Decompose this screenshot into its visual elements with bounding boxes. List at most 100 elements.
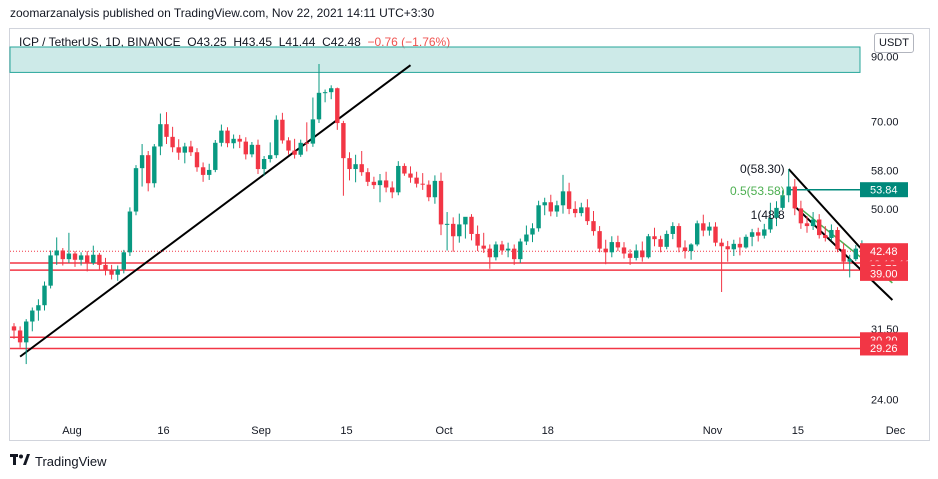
- price-label-text: 53.84: [870, 185, 898, 197]
- candle: [359, 150, 364, 176]
- footer-brand: TradingView: [10, 453, 107, 469]
- candles-group: [11, 63, 871, 365]
- candle: [127, 207, 133, 257]
- y-tick-label: 58.00: [871, 165, 899, 177]
- candle-body: [91, 254, 96, 263]
- candle: [207, 163, 212, 180]
- currency-unit-button[interactable]: USDT: [874, 33, 914, 53]
- candle: [749, 228, 755, 247]
- candle: [225, 127, 230, 148]
- candle: [792, 179, 797, 216]
- candle: [457, 213, 462, 243]
- candle-body: [158, 124, 163, 147]
- candle-body: [524, 234, 529, 242]
- candle-body: [164, 124, 169, 137]
- candle: [603, 239, 608, 265]
- candle-body: [54, 250, 59, 256]
- candle: [121, 249, 126, 274]
- candle: [573, 201, 578, 218]
- price-label-box: [860, 340, 908, 356]
- close-value: 42.48: [330, 35, 361, 49]
- candle: [597, 226, 602, 253]
- candle-body: [237, 138, 242, 142]
- open-value: 43.25: [196, 35, 227, 49]
- candle-body: [438, 180, 444, 225]
- candle-body: [725, 246, 730, 250]
- candle-body: [682, 247, 688, 252]
- candle: [390, 181, 395, 199]
- candle-body: [24, 321, 29, 343]
- price-label-text: 39.00: [870, 268, 898, 280]
- candle-body: [78, 255, 84, 260]
- chart-frame: [9, 28, 930, 441]
- x-tick-label: 16: [157, 425, 169, 437]
- candle: [402, 163, 407, 176]
- candle-body: [11, 326, 17, 331]
- candle: [658, 235, 663, 253]
- candle-body: [329, 88, 334, 93]
- candle: [414, 171, 419, 188]
- candle-body: [743, 236, 749, 248]
- candle-body: [48, 255, 53, 286]
- candle: [823, 226, 828, 242]
- candle-body: [322, 92, 328, 94]
- candle-body: [292, 150, 297, 155]
- candle: [475, 225, 480, 252]
- candle-body: [530, 228, 535, 235]
- candle: [810, 212, 816, 230]
- candle-body: [457, 224, 462, 237]
- candle: [261, 156, 267, 176]
- candle-body: [152, 146, 157, 184]
- candle: [676, 223, 682, 253]
- candle-body: [518, 241, 523, 260]
- candle: [341, 120, 346, 196]
- x-tick-label: Oct: [436, 425, 453, 437]
- candle: [304, 122, 309, 152]
- ascending-trendline: [19, 64, 412, 358]
- candle-body: [585, 207, 590, 222]
- candle-body: [774, 207, 779, 218]
- candle-body: [402, 165, 407, 174]
- candle-body: [652, 236, 657, 240]
- candle-body: [737, 243, 743, 248]
- candle: [652, 227, 657, 247]
- candle: [585, 199, 590, 225]
- candle: [609, 236, 614, 258]
- candle: [200, 162, 206, 182]
- candle-body: [353, 164, 358, 170]
- candle-body: [115, 269, 120, 275]
- candle: [152, 144, 157, 188]
- candle: [371, 176, 377, 189]
- candle-body: [109, 270, 114, 275]
- candle-body: [664, 233, 669, 247]
- candle: [512, 244, 517, 265]
- candle: [518, 238, 523, 263]
- x-tick-label: 15: [340, 425, 352, 437]
- candle: [743, 234, 749, 249]
- candle: [566, 182, 572, 215]
- candle-body: [207, 169, 212, 175]
- candle: [91, 245, 96, 265]
- candle-body: [554, 205, 560, 212]
- candle: [688, 243, 694, 260]
- candle-body: [835, 229, 840, 250]
- candle: [17, 326, 23, 348]
- candle: [762, 223, 767, 239]
- candle: [219, 124, 224, 147]
- candle-body: [768, 217, 773, 230]
- candle-body: [365, 172, 370, 182]
- candle: [768, 202, 773, 233]
- close-label: C: [322, 35, 331, 49]
- candle: [310, 97, 316, 147]
- candle: [182, 142, 187, 164]
- candle: [780, 190, 785, 210]
- candle-body: [139, 155, 145, 169]
- candle-body: [231, 138, 236, 144]
- x-tick-label: Aug: [62, 425, 82, 437]
- candle-body: [505, 248, 511, 251]
- candle-body: [615, 242, 621, 248]
- fib-label-0: 0(58.30): [740, 162, 785, 176]
- candle-body: [762, 229, 767, 236]
- candle: [274, 115, 279, 159]
